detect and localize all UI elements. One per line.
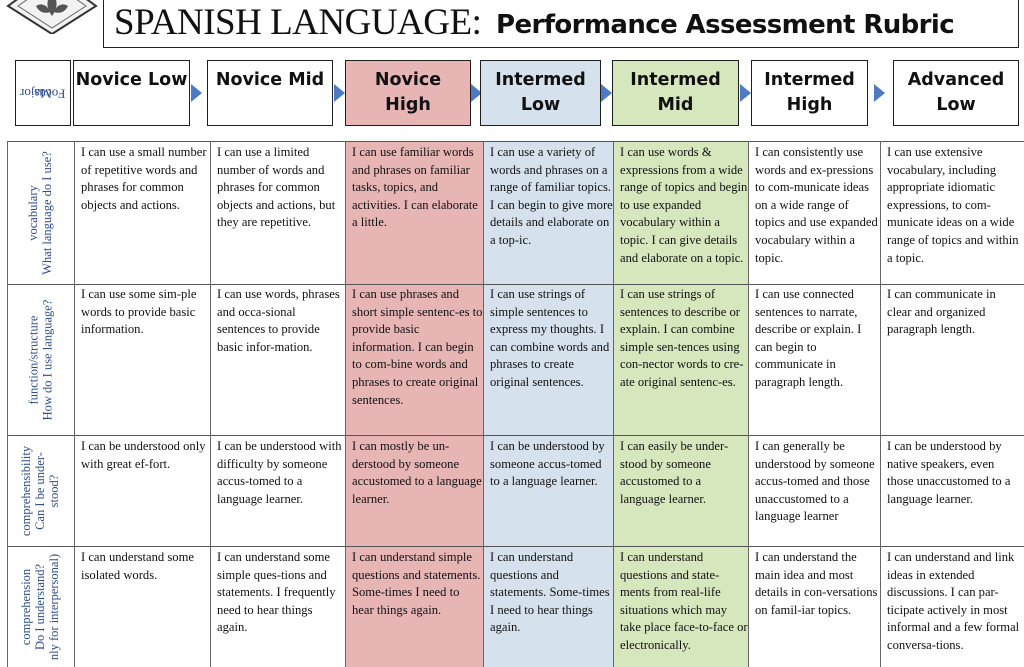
- major-focus-line2: Focus: [34, 86, 66, 101]
- grid-line: [483, 141, 484, 667]
- rubric-cell: I can communicate in clear and organized…: [887, 287, 996, 337]
- grid-line: [7, 141, 8, 667]
- rubric-cell: I can generally be understood by someone…: [755, 439, 875, 524]
- rubric-cell: I can use a small number of repetitive w…: [81, 145, 207, 212]
- level-header-intermed-low: Intermed Low: [480, 60, 601, 126]
- arrow-right-icon: [601, 84, 612, 102]
- arrow-right-icon: [191, 84, 202, 102]
- rubric-cell: I can use phrases and short simple sente…: [352, 287, 483, 407]
- grid-line: [7, 284, 1024, 285]
- rubric-cell: I can use connected sentences to narrate…: [755, 287, 862, 389]
- fleur-de-lis-logo-icon: [6, 0, 98, 34]
- rubric-cell: I can understand questions and statement…: [490, 550, 610, 635]
- rubric-cell: I can use extensive vocabulary, includin…: [887, 145, 1019, 265]
- rubric-cell: I can mostly be un-derstood by someone a…: [352, 439, 482, 506]
- grid-line: [345, 141, 346, 667]
- rubric-cell: I can understand some isolated words.: [81, 550, 194, 582]
- grid-line: [748, 141, 749, 667]
- level-header-advanced-low: Advanced Low: [893, 60, 1019, 126]
- grid-line: [613, 141, 614, 667]
- rubric-cell: I can easily be under-stood by someone a…: [620, 439, 729, 506]
- grid-line: [74, 141, 75, 667]
- rubric-cell: I can be understood by native speakers, …: [887, 439, 1011, 506]
- grid-line: [210, 141, 211, 667]
- rubric-cell: I can understand and link ideas in exten…: [887, 550, 1020, 652]
- major-focus-header: Major Focus: [15, 60, 71, 126]
- arrow-right-icon: [471, 84, 482, 102]
- rubric-cell: I can be understood by someone accus-tom…: [490, 439, 605, 489]
- intermed-mid-column-bg: [613, 141, 748, 667]
- row-label-comprehension: comprehension Do I understand? nly for int…: [19, 553, 61, 660]
- rubric-cell: I can use strings of sentences to descri…: [620, 287, 744, 389]
- grid-line: [880, 141, 881, 667]
- rubric-cell: I can consistently use words and ex-pres…: [755, 145, 878, 265]
- level-header-novice-mid: Novice Mid: [207, 60, 333, 126]
- grid-line: [7, 141, 1024, 142]
- page-title: SPANISH LANGUAGE:: [114, 2, 482, 43]
- rubric-cell: I can use words & expressions from a wid…: [620, 145, 748, 265]
- row-label-function-structure: function/structure How do I use language?: [26, 299, 55, 420]
- grid-line: [7, 435, 1024, 436]
- rubric-cell: I can understand some simple ques-tions …: [217, 550, 336, 635]
- arrow-right-icon: [740, 84, 751, 102]
- level-header-novice-high: Novice High: [345, 60, 471, 126]
- rubric-cell: I can use strings of simple sentences to…: [490, 287, 610, 389]
- level-header-intermed-mid: Intermed Mid: [612, 60, 739, 126]
- rubric-cell: I can use a limited number of words and …: [217, 145, 336, 230]
- novice-high-column-bg: [345, 141, 483, 667]
- row-label-vocabulary: vocabulary What language do I use?: [26, 150, 54, 275]
- rubric-cell: I can understand the main idea and most …: [755, 550, 878, 617]
- rubric-cell: I can use familiar words and phrases on …: [352, 145, 478, 230]
- intermed-low-column-bg: [483, 141, 613, 667]
- rubric-cell: I can be understood with difficulty by s…: [217, 439, 342, 506]
- level-header-intermed-high: Intermed High: [751, 60, 868, 126]
- arrow-right-icon: [334, 84, 345, 102]
- rubric-cell: I can use some sim-ple words to provide …: [81, 287, 197, 337]
- grid-line: [7, 546, 1024, 547]
- arrow-right-icon: [874, 84, 885, 102]
- page-subtitle: Performance Assessment Rubric: [496, 10, 955, 40]
- level-header-novice-low: Novice Low: [73, 60, 190, 126]
- row-label-comprehensibility: comprehensibility Can I be under-stood?: [19, 445, 62, 536]
- title-banner: SPANISH LANGUAGE: Performance Assessment…: [103, 0, 1019, 48]
- rubric-cell: I can use words, phrases and occa-sional…: [217, 287, 340, 354]
- rubric-cell: I can use a variety of words and phrases…: [490, 145, 613, 247]
- rubric-cell: I can be understood only with great ef-f…: [81, 439, 206, 471]
- rubric-cell: I can understand questions and state-men…: [620, 550, 748, 652]
- rubric-cell: I can understand simple questions and st…: [352, 550, 481, 617]
